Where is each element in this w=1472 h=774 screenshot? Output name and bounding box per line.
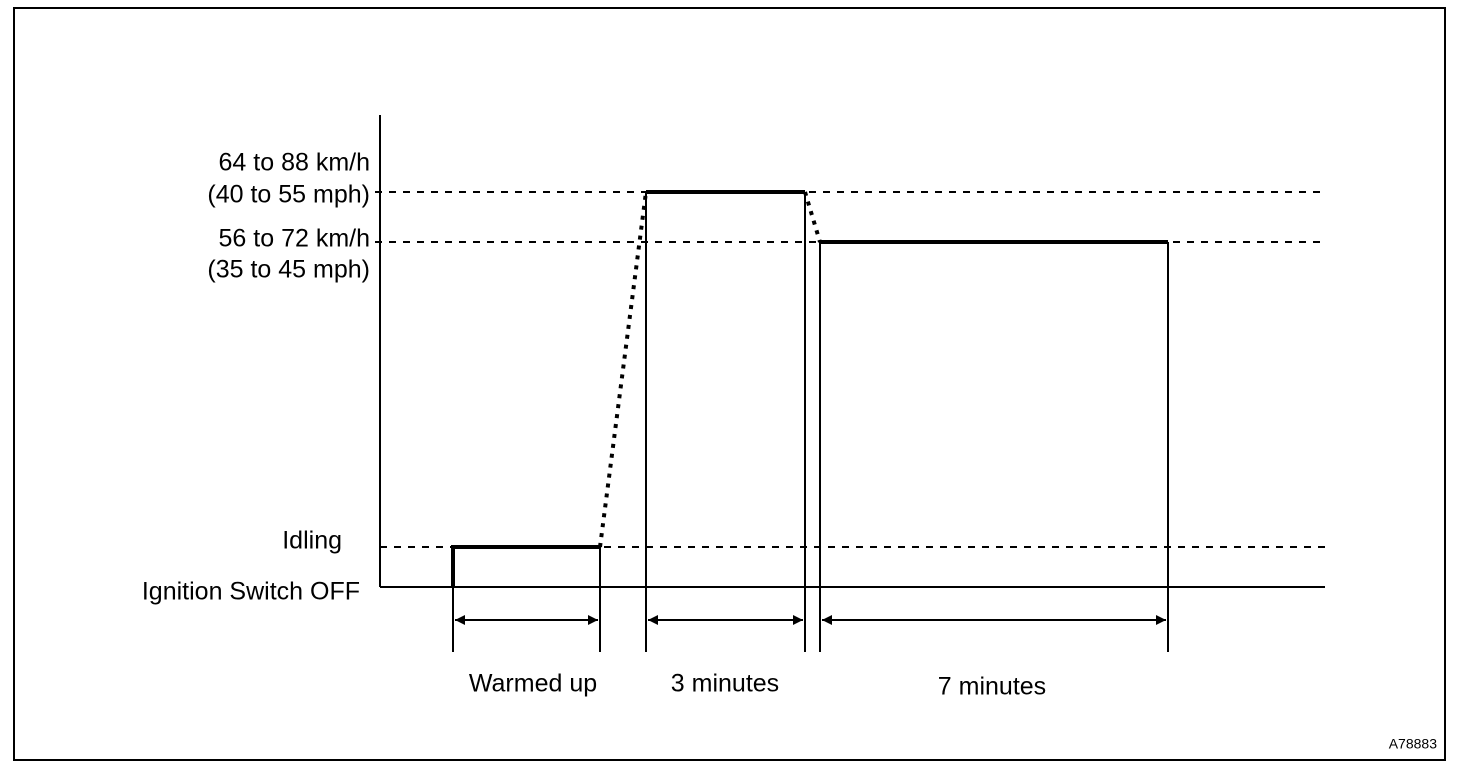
- phase-label: 3 minutes: [671, 670, 779, 698]
- level-sublabel: (40 to 55 mph): [207, 181, 370, 209]
- speed-transition: [598, 191, 648, 548]
- level-sublabel: (35 to 45 mph): [207, 256, 370, 284]
- speed-trace: [451, 545, 600, 587]
- level-label: Idling: [282, 527, 342, 555]
- level-label: 56 to 72 km/h: [219, 225, 370, 253]
- frame: [13, 7, 1446, 761]
- level-label: Ignition Switch OFF: [142, 578, 360, 606]
- figure-id: A78883: [1389, 736, 1437, 752]
- phase-label: Warmed up: [469, 670, 597, 698]
- speed-transition: [803, 191, 822, 243]
- level-label: 64 to 88 km/h: [219, 149, 370, 177]
- phase-label: 7 minutes: [938, 673, 1046, 701]
